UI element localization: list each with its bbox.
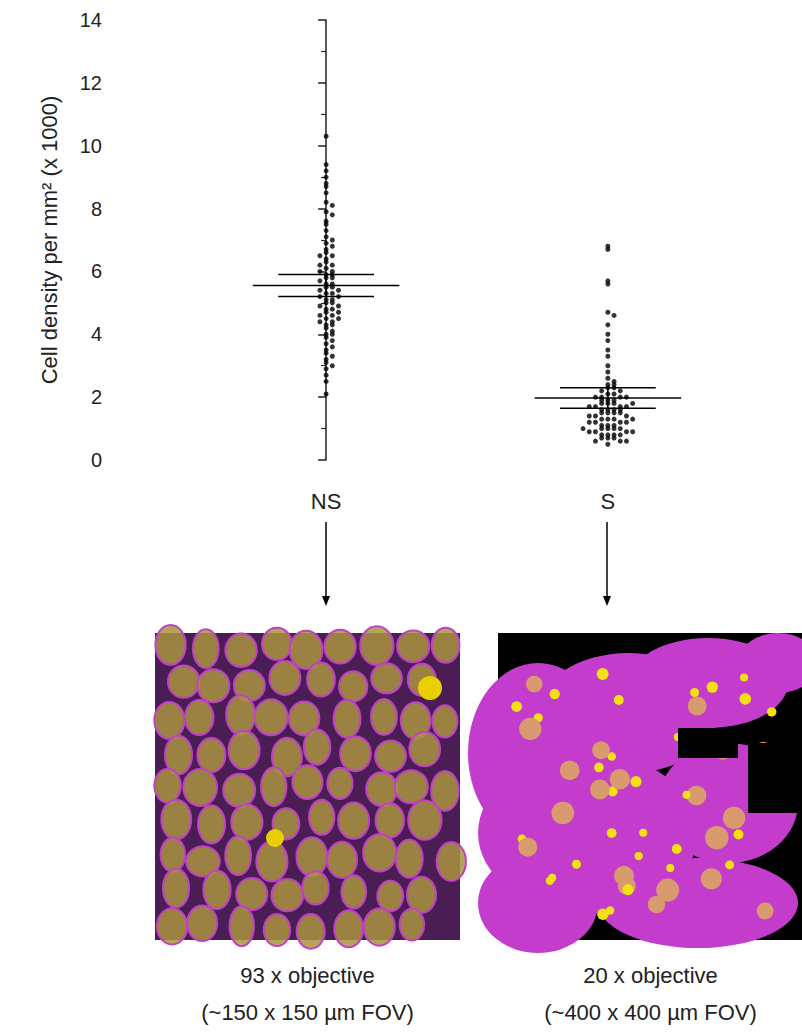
svg-text:0: 0 xyxy=(91,449,102,471)
svg-text:14: 14 xyxy=(80,9,102,31)
svg-text:4: 4 xyxy=(91,323,102,345)
svg-text:10: 10 xyxy=(80,135,102,157)
svg-text:6: 6 xyxy=(91,260,102,282)
svg-text:(~400 x 400 µm FOV): (~400 x 400 µm FOV) xyxy=(544,1000,757,1025)
svg-text:NS: NS xyxy=(311,489,342,514)
svg-text:20 x objective: 20 x objective xyxy=(583,963,718,988)
svg-text:93 x objective: 93 x objective xyxy=(240,963,375,988)
svg-text:S: S xyxy=(601,489,616,514)
svg-text:2: 2 xyxy=(91,386,102,408)
svg-text:(~150 x 150 µm FOV): (~150 x 150 µm FOV) xyxy=(201,1000,414,1025)
svg-text:12: 12 xyxy=(80,72,102,94)
svg-text:8: 8 xyxy=(91,198,102,220)
svg-text:Cell density per mm² (x 1000): Cell density per mm² (x 1000) xyxy=(37,96,62,385)
